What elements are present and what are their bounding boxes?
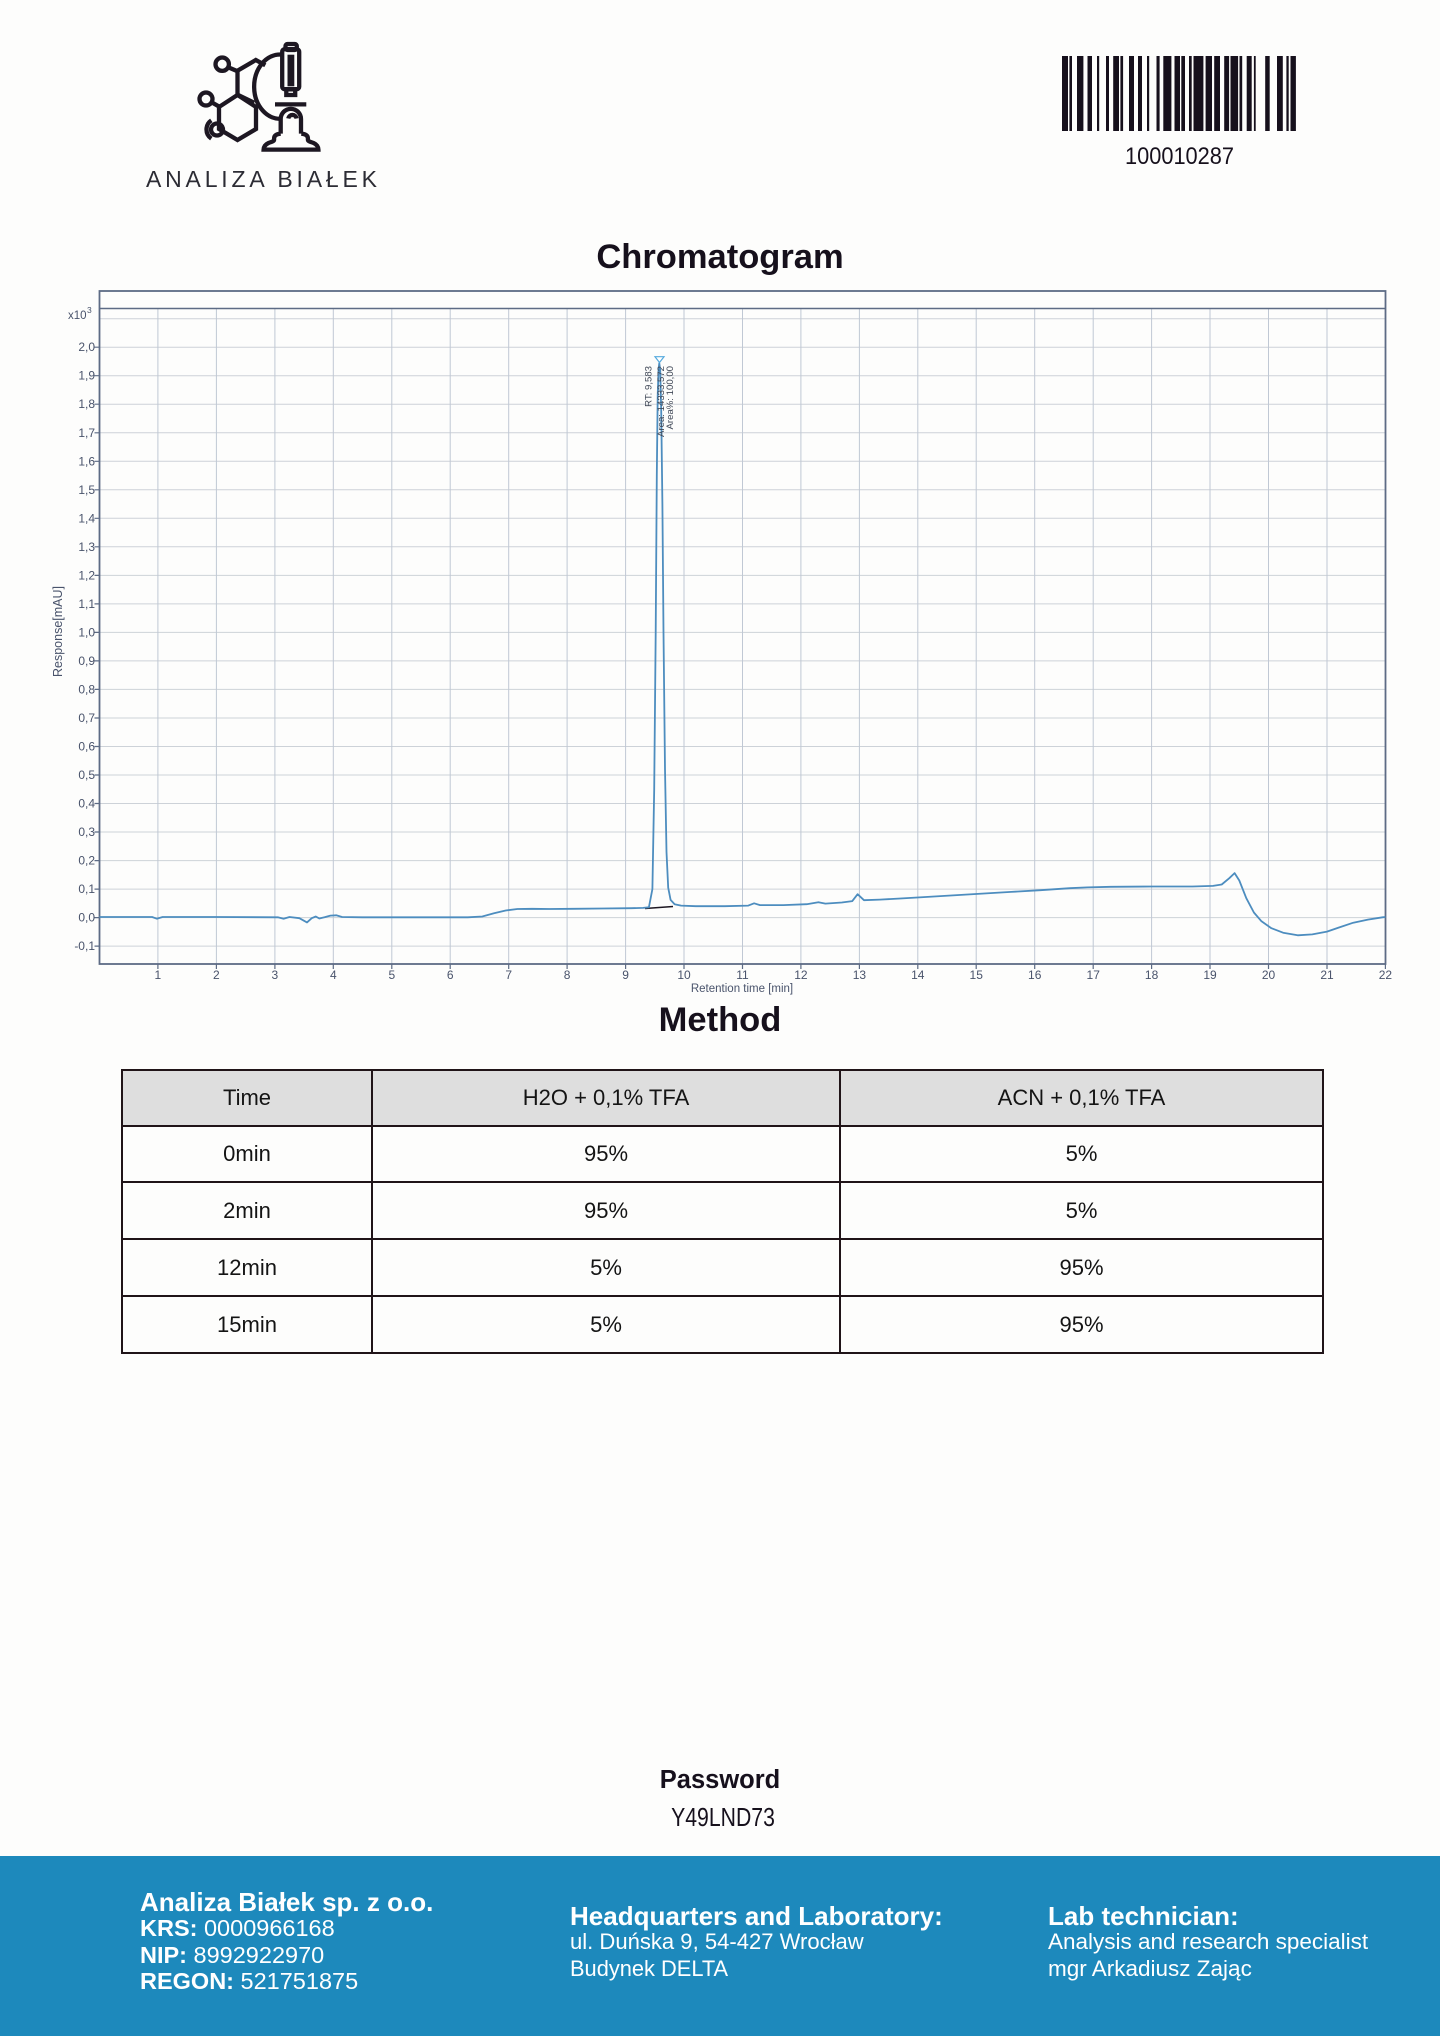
svg-text:1,7: 1,7 [78,426,95,440]
svg-text:2: 2 [213,968,220,982]
svg-text:1,0: 1,0 [78,625,95,639]
svg-text:0,3: 0,3 [78,825,95,839]
svg-text:x10: x10 [68,310,87,322]
svg-text:21: 21 [1320,968,1334,982]
svg-text:6: 6 [447,968,454,982]
svg-text:7: 7 [505,968,512,982]
svg-text:12: 12 [794,968,808,982]
svg-text:0,5: 0,5 [78,768,95,782]
svg-text:4: 4 [330,968,337,982]
svg-text:13: 13 [853,968,867,982]
svg-text:14: 14 [911,968,925,982]
svg-text:0,4: 0,4 [78,797,95,811]
svg-text:3: 3 [272,968,279,982]
svg-text:15: 15 [970,968,984,982]
svg-text:Area%: 100,00: Area%: 100,00 [665,366,676,429]
svg-text:1,9: 1,9 [78,369,95,383]
svg-text:11: 11 [736,968,749,982]
svg-text:1: 1 [155,968,162,982]
svg-text:Retention time [min]: Retention time [min] [691,983,793,995]
svg-text:0,1: 0,1 [78,882,95,896]
svg-text:3: 3 [87,305,92,315]
svg-text:Area: 14333,572: Area: 14333,572 [656,366,667,437]
svg-text:1,8: 1,8 [78,397,95,411]
svg-text:0,0: 0,0 [78,911,95,925]
svg-text:22: 22 [1379,968,1393,982]
svg-text:1,4: 1,4 [78,511,95,525]
svg-text:1,1: 1,1 [78,597,95,611]
svg-text:9: 9 [622,968,629,982]
svg-text:5: 5 [388,968,395,982]
svg-text:10: 10 [677,968,691,982]
svg-text:20: 20 [1262,968,1276,982]
svg-text:-0,1: -0,1 [74,939,95,953]
svg-text:18: 18 [1145,968,1159,982]
svg-text:17: 17 [1087,968,1101,982]
svg-text:0,7: 0,7 [78,711,95,725]
svg-text:100010287: 100010287 [1125,143,1234,170]
svg-text:0,8: 0,8 [78,682,95,696]
svg-text:1,6: 1,6 [78,454,95,468]
svg-text:Response[mAU]: Response[mAU] [51,586,65,677]
svg-text:16: 16 [1028,968,1042,982]
svg-text:1,5: 1,5 [78,483,95,497]
svg-text:RT: 9,583: RT: 9,583 [644,366,655,407]
svg-text:1,2: 1,2 [78,568,95,582]
svg-text:1,3: 1,3 [78,540,95,554]
svg-text:8: 8 [564,968,571,982]
svg-text:2,0: 2,0 [78,340,95,354]
svg-text:19: 19 [1203,968,1217,982]
svg-text:0,2: 0,2 [78,854,95,868]
svg-text:0,6: 0,6 [78,740,95,754]
svg-text:0,9: 0,9 [78,654,95,668]
